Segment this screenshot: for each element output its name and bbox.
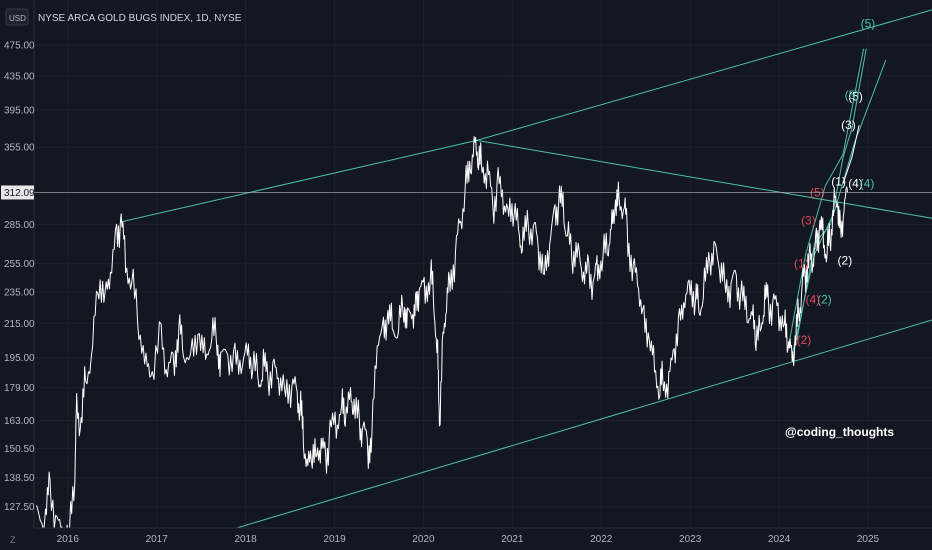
price-line[interactable] bbox=[36, 136, 849, 550]
channel-line[interactable] bbox=[791, 59, 887, 358]
y-tick-label: 235.00 bbox=[4, 288, 35, 299]
wave-labels: (1)(2)(3)(4)(5)(4)(5)(5)(2)(1)(2)(3)(4)(… bbox=[794, 17, 875, 347]
y-tick-label: 285.00 bbox=[4, 220, 35, 231]
currency-label: USD bbox=[9, 14, 26, 23]
wave-label[interactable]: (1) bbox=[794, 256, 809, 270]
wave-label[interactable]: (2) bbox=[797, 333, 812, 347]
price-axis-ticks: 127.50 138.50 150.50 163.00 179.00 195.00 215.… bbox=[4, 41, 35, 514]
y-tick-label: 355.00 bbox=[4, 143, 35, 154]
time-axis-ticks: 2016 2017 2018 2019 2020 2021 2022 2023 2024 2025 bbox=[57, 534, 880, 545]
wave-label[interactable]: (3) bbox=[801, 214, 816, 228]
wave-label[interactable]: (4) bbox=[848, 177, 863, 191]
time-axis[interactable] bbox=[0, 528, 932, 550]
chart-title: NYSE ARCA GOLD BUGS INDEX, 1D, NYSE bbox=[38, 13, 242, 24]
x-tick-label: 2022 bbox=[590, 534, 613, 545]
y-tick-label: 138.50 bbox=[4, 473, 35, 484]
x-tick-label: 2018 bbox=[234, 534, 257, 545]
x-tick-label: 2024 bbox=[768, 534, 791, 545]
wave-label[interactable]: (3) bbox=[841, 118, 856, 132]
author-watermark: @coding_thoughts bbox=[785, 425, 894, 439]
y-tick-label: 475.00 bbox=[4, 41, 35, 52]
y-tick-label: 395.00 bbox=[4, 105, 35, 116]
log-scale-icon[interactable]: Z bbox=[10, 535, 16, 545]
last-price-label: 312.09 bbox=[4, 188, 35, 199]
last-price-badge bbox=[1, 185, 34, 200]
wave-label[interactable]: (5) bbox=[848, 90, 863, 104]
y-tick-label: 255.00 bbox=[4, 259, 35, 270]
currency-badge[interactable] bbox=[5, 8, 29, 26]
x-tick-label: 2016 bbox=[57, 534, 80, 545]
price-series bbox=[36, 136, 849, 550]
channel-line[interactable] bbox=[236, 319, 932, 529]
wave-label[interactable]: (4) bbox=[806, 293, 821, 307]
channel-line[interactable] bbox=[476, 139, 932, 219]
channel-line[interactable] bbox=[787, 48, 865, 349]
y-tick-label: 435.00 bbox=[4, 71, 35, 82]
y-tick-label: 127.50 bbox=[4, 502, 35, 513]
wave-label[interactable]: (5) bbox=[845, 88, 860, 102]
x-tick-label: 2025 bbox=[857, 534, 880, 545]
y-tick-label: 163.00 bbox=[4, 416, 35, 427]
wave-label[interactable]: (1) bbox=[831, 174, 846, 188]
wave-label[interactable]: (2) bbox=[838, 254, 853, 268]
channel-line[interactable] bbox=[842, 125, 860, 184]
wave-label[interactable]: (4) bbox=[860, 177, 875, 191]
price-axis[interactable] bbox=[0, 0, 34, 550]
x-tick-label: 2019 bbox=[323, 534, 346, 545]
x-tick-label: 2020 bbox=[412, 534, 435, 545]
x-tick-label: 2023 bbox=[679, 534, 702, 545]
y-tick-label: 195.00 bbox=[4, 353, 35, 364]
y-tick-label: 215.00 bbox=[4, 319, 35, 330]
x-tick-label: 2021 bbox=[501, 534, 524, 545]
wave-label[interactable]: (2) bbox=[817, 293, 832, 307]
y-tick-label: 179.00 bbox=[4, 383, 35, 394]
channel-lines bbox=[121, 9, 932, 529]
wave-label[interactable]: (5) bbox=[861, 17, 876, 31]
y-tick-label: 150.50 bbox=[4, 444, 35, 455]
x-tick-label: 2017 bbox=[146, 534, 169, 545]
